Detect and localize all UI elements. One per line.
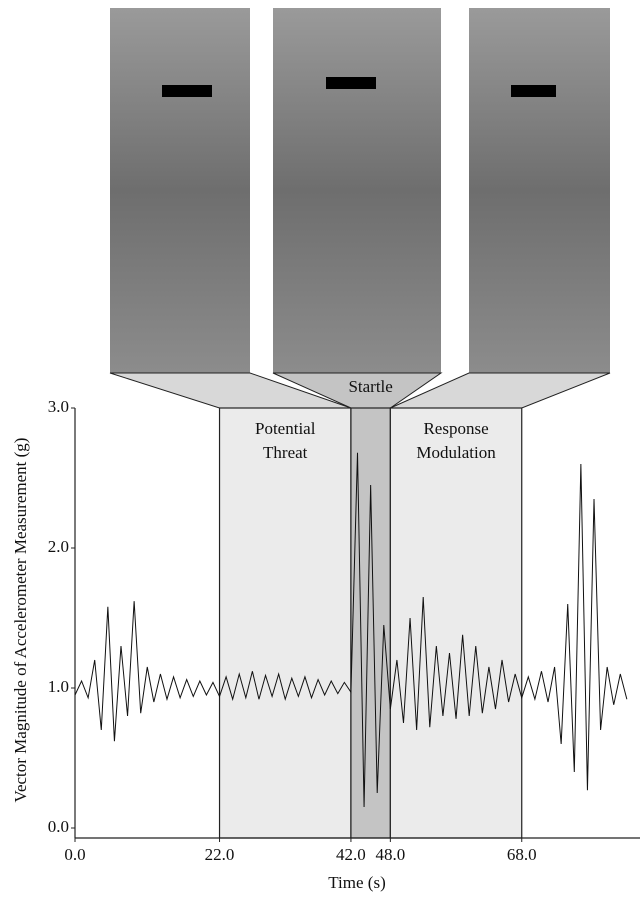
region-label: Modulation bbox=[416, 443, 496, 462]
x-tick-label: 42.0 bbox=[336, 845, 366, 864]
region-label: Startle bbox=[348, 377, 392, 396]
face-bar bbox=[326, 77, 376, 89]
x-tick-label: 22.0 bbox=[205, 845, 235, 864]
y-tick-label: 0.0 bbox=[48, 817, 69, 836]
region bbox=[220, 408, 351, 838]
x-tick-label: 48.0 bbox=[375, 845, 405, 864]
region-label: Threat bbox=[263, 443, 308, 462]
y-tick-label: 1.0 bbox=[48, 677, 69, 696]
y-axis-label: Vector Magnitude of Accelerometer Measur… bbox=[11, 438, 30, 803]
x-tick-label: 0.0 bbox=[64, 845, 85, 864]
region-label: Potential bbox=[255, 419, 316, 438]
face-bar bbox=[511, 85, 556, 97]
photo bbox=[469, 8, 610, 373]
region-label: Response bbox=[423, 419, 488, 438]
y-tick-label: 3.0 bbox=[48, 397, 69, 416]
photos bbox=[110, 8, 610, 373]
y-tick-label: 2.0 bbox=[48, 537, 69, 556]
face-bar bbox=[162, 85, 212, 97]
x-tick-label: 68.0 bbox=[507, 845, 537, 864]
figure: Vector Magnitude of Accelerometer Measur… bbox=[0, 0, 641, 900]
x-axis-label: Time (s) bbox=[328, 873, 385, 892]
photo bbox=[273, 8, 441, 373]
photo bbox=[110, 8, 250, 373]
